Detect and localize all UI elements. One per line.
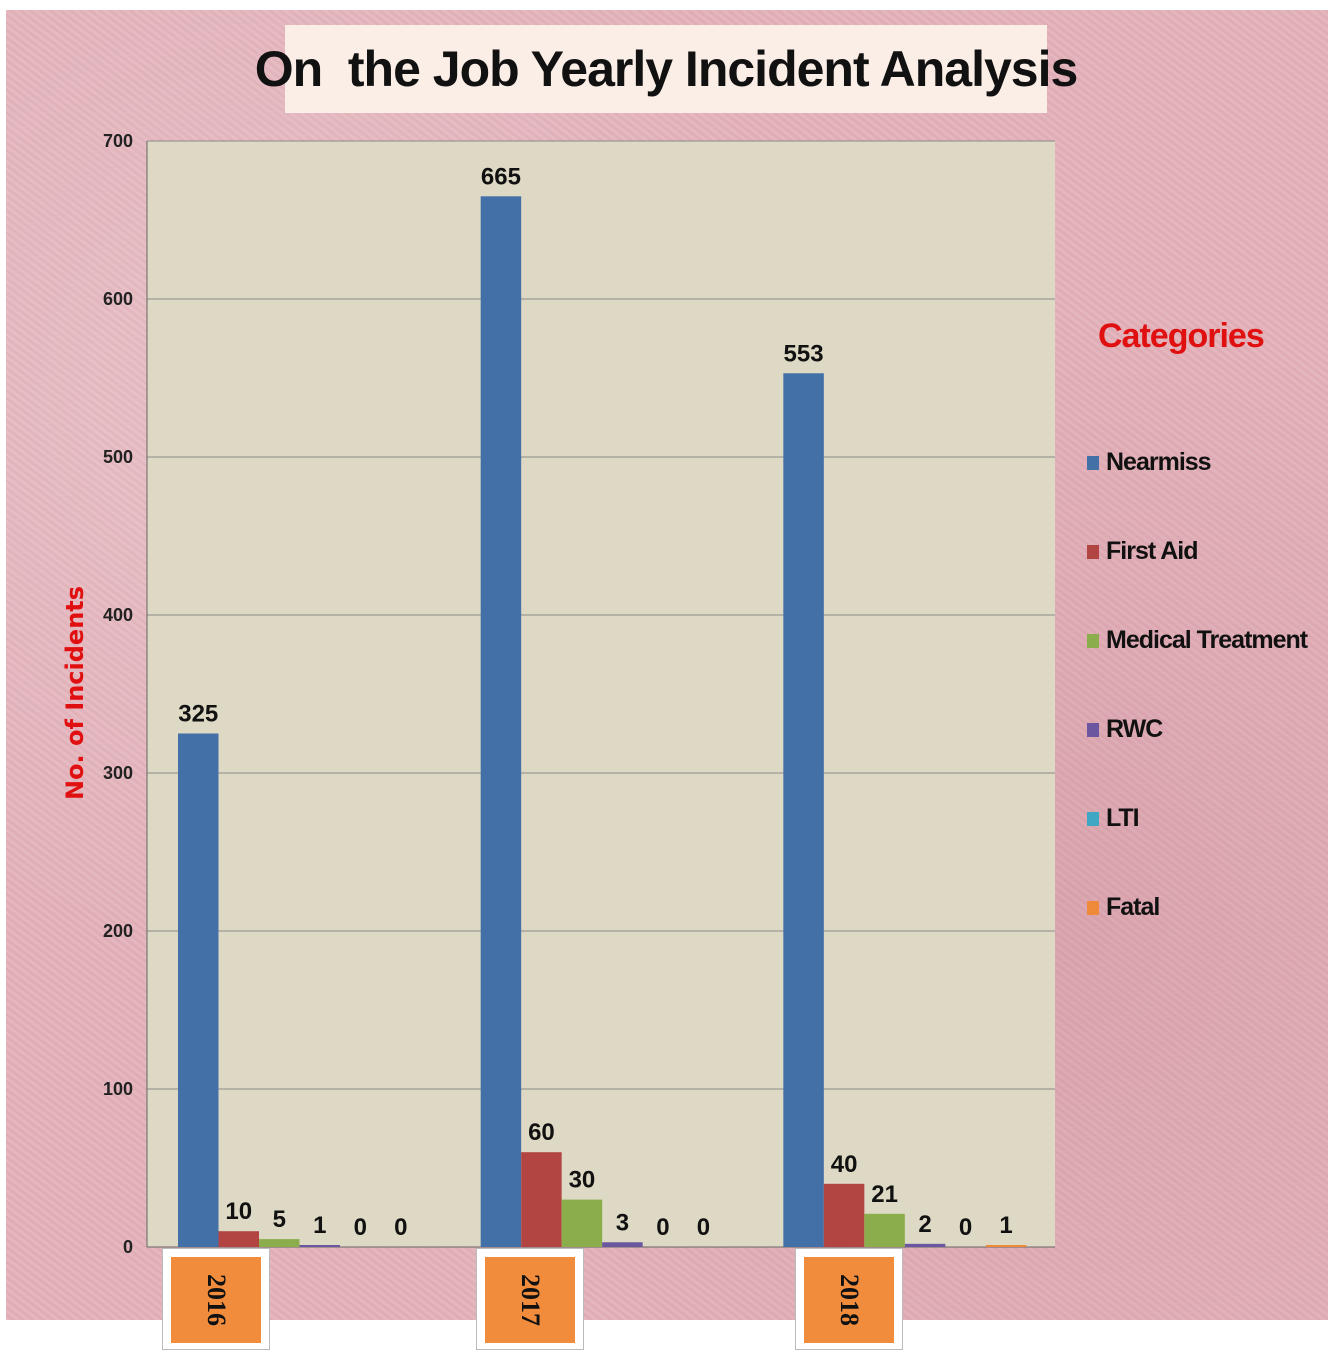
legend-label: Fatal	[1106, 893, 1160, 921]
legend-item: First Aid	[1087, 537, 1198, 566]
legend-swatch	[1087, 900, 1099, 915]
legend-swatch	[1087, 544, 1099, 559]
y-axis-label: No. of Incidents	[61, 585, 89, 801]
legend-item: LTI	[1087, 804, 1140, 833]
y-tick-label: 0	[123, 1237, 133, 1257]
legend-swatch	[1087, 722, 1099, 737]
y-tick-label: 700	[103, 131, 133, 151]
bar	[259, 1239, 300, 1247]
x-tick-label: 2017	[516, 1274, 545, 1326]
x-category-fill: 2018	[804, 1257, 894, 1343]
y-tick-label: 600	[103, 289, 133, 309]
x-category-box: 2018	[795, 1248, 903, 1350]
chart-title: On the Job Yearly Incident Analysis	[254, 41, 1079, 97]
data-label: 0	[394, 1214, 407, 1241]
data-label: 5	[273, 1206, 286, 1233]
bar	[904, 1243, 946, 1247]
chart-title-box: On the Job Yearly Incident Analysis	[255, 25, 1078, 113]
legend-item: Fatal	[1087, 893, 1160, 922]
bar	[480, 196, 522, 1247]
legend-label: First Aid	[1106, 537, 1198, 565]
x-tick-label: 2018	[835, 1274, 864, 1326]
data-label: 325	[178, 701, 218, 728]
data-label: 3	[616, 1209, 629, 1236]
data-label: 0	[656, 1214, 669, 1241]
legend-swatch	[1087, 811, 1099, 826]
bar	[218, 1231, 259, 1247]
legend-label: LTI	[1106, 804, 1140, 832]
bar	[783, 373, 824, 1247]
legend-item: RWC	[1087, 715, 1163, 744]
bar	[561, 1199, 603, 1247]
bar	[985, 1245, 1027, 1247]
legend-item: Nearmiss	[1087, 448, 1212, 477]
data-label: 60	[528, 1119, 555, 1146]
legend-swatch	[1087, 455, 1099, 470]
x-tick-label: 2016	[202, 1274, 231, 1326]
legend-label: Medical Treatment	[1106, 626, 1308, 654]
y-tick-label: 400	[103, 605, 133, 625]
y-tick-label: 200	[103, 921, 133, 941]
data-label: 553	[784, 340, 824, 367]
bar	[864, 1213, 905, 1247]
legend-label: Nearmiss	[1106, 448, 1212, 476]
y-tick-label: 100	[103, 1079, 133, 1099]
data-label: 0	[354, 1214, 367, 1241]
bar	[178, 733, 219, 1247]
x-category-box: 2017	[476, 1248, 584, 1350]
x-category-fill: 2016	[171, 1257, 261, 1343]
x-category-fill: 2017	[485, 1257, 575, 1343]
data-label: 1	[313, 1212, 326, 1239]
y-tick-label: 500	[103, 447, 133, 467]
bar	[299, 1245, 340, 1247]
legend-label: RWC	[1106, 715, 1163, 743]
x-category-box: 2016	[162, 1248, 270, 1350]
data-label: 665	[481, 163, 521, 190]
data-label: 21	[871, 1181, 898, 1208]
bar	[602, 1242, 643, 1247]
data-label: 30	[569, 1167, 596, 1194]
plot-area	[147, 141, 1055, 1247]
data-label: 2	[918, 1211, 931, 1238]
bar	[823, 1183, 865, 1247]
data-label: 0	[697, 1214, 710, 1241]
data-label: 10	[225, 1198, 252, 1225]
bar	[521, 1152, 562, 1247]
y-tick-label: 300	[103, 763, 133, 783]
data-label: 1	[999, 1212, 1012, 1239]
legend-item: Medical Treatment	[1087, 626, 1308, 655]
data-label: 0	[959, 1214, 972, 1241]
data-label: 40	[831, 1151, 858, 1178]
legend-title: Categories	[1098, 317, 1265, 355]
legend-swatch	[1087, 633, 1099, 648]
